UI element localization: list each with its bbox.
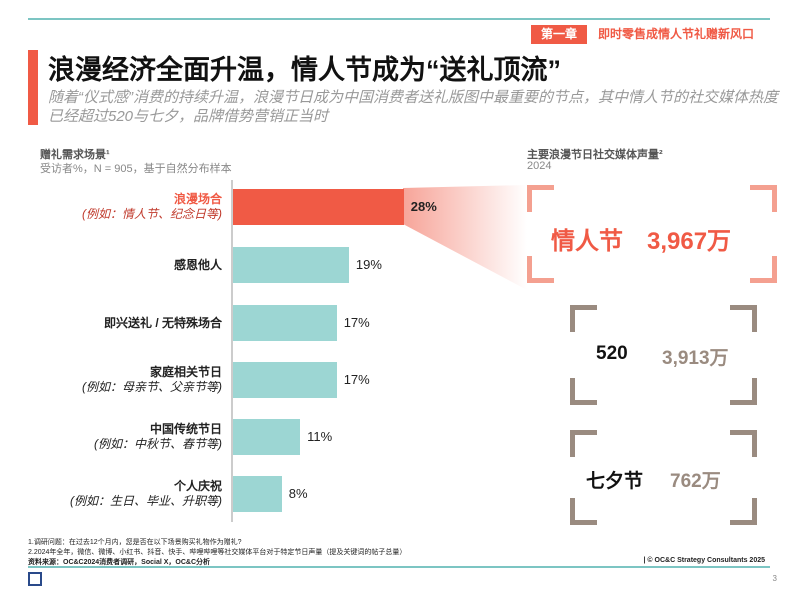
page-subtitle: 随着“仪式感”消费的持续升温，浪漫节日成为中国消费者送礼版图中最重要的节点，其中… — [48, 89, 778, 125]
chapter-badge: 第一章 — [531, 25, 588, 44]
festival-name: 七夕节 — [586, 471, 644, 492]
festival-box-qixi: 七夕节 762万 — [570, 430, 757, 525]
page-number: 3 — [772, 574, 777, 583]
source-note: 资料来源：OC&C2024消费者调研，Social X，OC&C分析 — [28, 559, 211, 566]
festival-box-valentines: 情人节 3,967万 — [527, 185, 777, 283]
page-title: 浪漫经济全面升温，情人节成为“送礼顶流” — [48, 55, 561, 85]
bar — [233, 419, 301, 455]
panel-title: 主要浪漫节日社交媒体声量² — [527, 149, 663, 161]
category-label: 感恩他人 — [173, 257, 222, 272]
bottom-divider — [28, 566, 770, 568]
footnote: 1.调研问题：在过去12个月内，您是否在以下场景购买礼物作为赠礼? — [28, 539, 242, 546]
bar — [233, 247, 349, 283]
bar — [233, 362, 337, 398]
bar-value-label: 8% — [288, 486, 308, 501]
category-label: 即兴送礼 / 无特殊场合 — [103, 315, 222, 330]
bar-value-label: 17% — [343, 315, 370, 330]
top-divider — [28, 18, 770, 20]
festival-value: 762万 — [670, 471, 721, 492]
bar-value-label: 17% — [343, 372, 370, 387]
bar-value-label: 19% — [355, 257, 382, 272]
festival-name: 情人节 — [551, 228, 623, 255]
bar-value-label: 11% — [307, 429, 333, 444]
copyright: | © OC&C Strategy Consultants 2025 — [643, 557, 765, 564]
occ-logo-icon — [28, 572, 42, 586]
festival-box-520: 520 3,913万 — [570, 305, 757, 405]
footnote: 2.2024年全年，微信、微博、小红书、抖音、快手、哔哩哔哩等社交媒体平台对于特… — [28, 549, 407, 556]
category-label: 个人庆祝 (例如：生日、毕业、升职等) — [70, 479, 222, 508]
title-accent-bar — [28, 50, 38, 125]
category-label: 浪漫场合 (例如：情人节、纪念日等) — [82, 192, 222, 221]
chapter-title: 即时零售成情人节礼赠新风口 — [598, 27, 755, 41]
panel-subtitle: 2024 — [527, 160, 552, 172]
festival-name: 520 — [596, 343, 628, 364]
bar — [233, 305, 337, 341]
chart-subtitle: 受访者%，N = 905，基于自然分布样本 — [40, 163, 232, 175]
festival-value: 3,913万 — [662, 348, 729, 369]
bar-value-label: 28% — [410, 199, 437, 214]
festival-value: 3,967万 — [647, 228, 732, 255]
bar — [233, 189, 404, 225]
chart-title: 赠礼需求场景¹ — [40, 149, 110, 161]
category-label: 中国传统节日 (例如：中秋节、春节等) — [94, 422, 222, 451]
bar — [233, 476, 282, 512]
category-label: 家庭相关节日 (例如：母亲节、父亲节等) — [82, 365, 222, 394]
